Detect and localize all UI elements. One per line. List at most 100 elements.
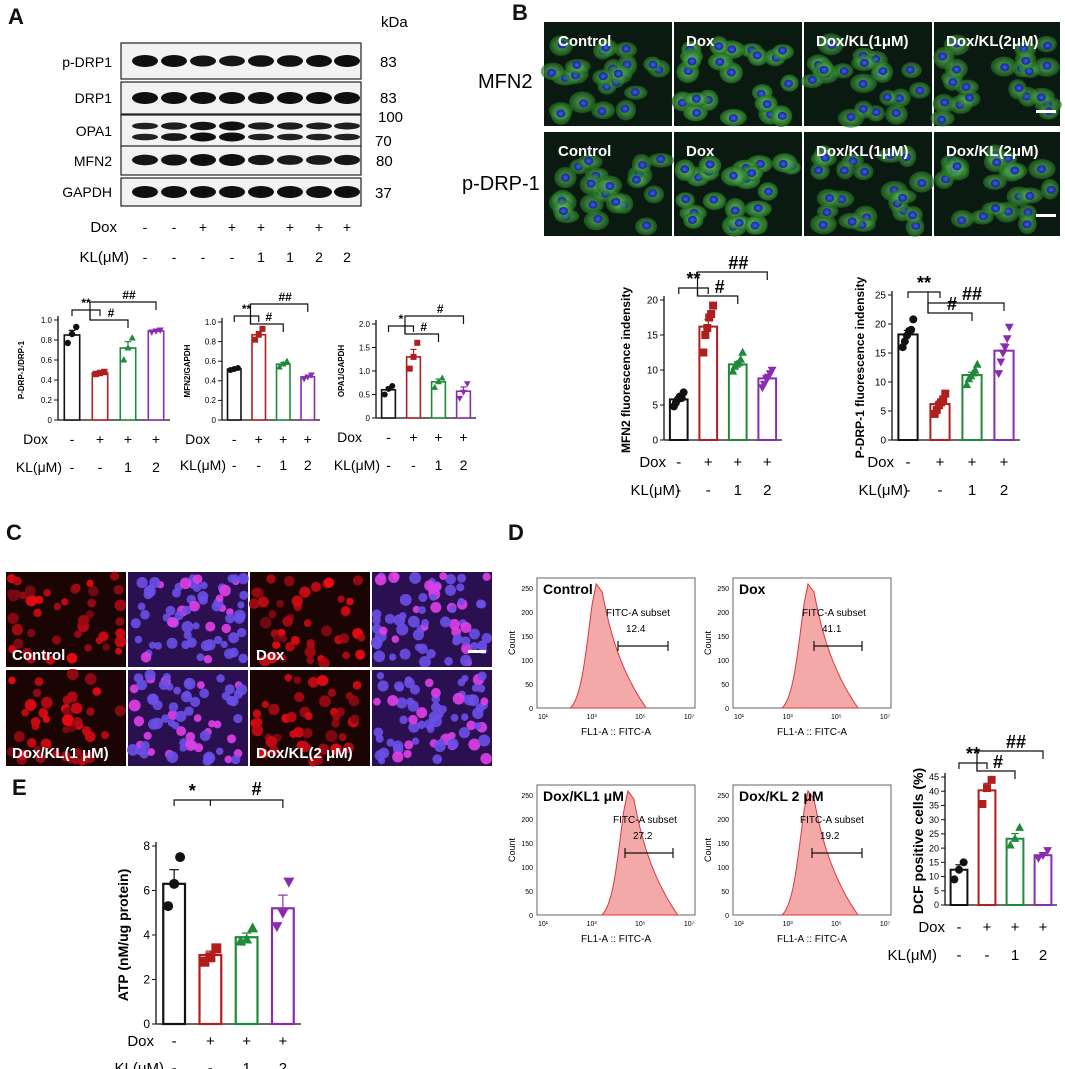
data-point [435,378,442,385]
cell-nucleus [687,215,697,224]
dox-row-value: - [70,431,75,447]
data-point [175,852,186,863]
y-tick-label: 0.8 [41,336,53,345]
stained-cell [273,634,282,643]
stained-cell [115,617,125,627]
data-point [909,315,918,324]
data-point [950,875,959,884]
merged-cell [384,613,396,624]
merged-cell [475,599,485,609]
data-point [381,391,388,398]
data-point [92,370,99,378]
blot-kl-sign: 2 [315,249,323,265]
stained-cell [284,575,295,587]
merged-cell [181,640,191,650]
merged-cell [161,714,170,723]
cell-nucleus [692,108,702,117]
y-tick-label: 20 [929,843,939,853]
x-tick-label: 10⁷ [880,714,891,721]
merged-cell [224,613,235,624]
stained-cell [24,585,36,597]
stained-cell [52,635,62,645]
blot-band [161,133,187,141]
cell-nucleus [730,206,740,215]
merged-cell [200,640,212,652]
cell-nucleus [572,61,582,70]
x-tick-label: 10⁷ [880,921,891,928]
stained-cell [293,676,302,684]
blot-band [219,121,245,131]
merged-cell [173,686,182,695]
blot-band [219,154,245,166]
blot-band [277,92,303,104]
merged-cell [373,697,381,706]
dox-row-value: + [409,429,417,445]
stained-cell [25,652,37,664]
significance-bracket [173,799,211,806]
merged-cell [227,574,236,583]
data-point [1043,847,1053,856]
merged-cell [403,749,412,759]
blot-band [190,186,216,198]
stained-cell [319,695,331,708]
merged-cell [447,738,459,750]
cell-nucleus [1014,84,1024,93]
merged-cell [377,680,389,692]
bar [1033,854,1053,907]
bar [63,334,81,421]
merged-cell [181,620,194,633]
merged-cell [167,719,176,727]
y-tick-label: 200 [717,817,729,824]
y-tick-label: 6 [143,884,150,898]
blot-band [132,154,158,166]
stained-cell [40,738,52,750]
blot-band [132,92,158,104]
stained-cell [13,731,25,743]
dox-row-value: - [172,1033,177,1050]
cell-nucleus [964,93,974,102]
data-point [701,331,710,339]
stained-cell [321,625,333,637]
merged-cell [457,597,465,605]
blot-band [161,186,187,198]
merged-cell [478,734,491,747]
kl-row-label: KL(μM) [180,457,226,473]
gate-value: 12.4 [626,624,646,635]
y-tick-label: 1.0 [205,318,217,327]
stained-cell [84,644,92,652]
merged-cell [430,601,442,613]
stained-cell [253,717,263,727]
stained-cell [294,692,305,703]
merged-cell [231,754,241,765]
merged-cell [194,743,204,753]
data-point [389,383,396,390]
cell-nucleus [630,88,640,97]
merged-cell [472,707,484,720]
merged-cell [181,691,193,703]
data-point [73,323,80,331]
data-point [211,943,222,954]
stained-cell [110,571,120,581]
merged-cell [203,655,213,664]
axis-label-y: Count [507,838,517,863]
y-tick-label: 150 [521,634,533,641]
fluorescence-image: Dox/KL(1μM) [800,22,932,128]
merged-cell [167,709,178,721]
cell-nucleus [952,162,962,171]
stained-cell [332,712,341,722]
y-tick-label: 200 [717,610,729,617]
stained-cell [72,717,83,728]
blot-kl-sign: - [201,249,206,265]
merged-cell [399,593,412,606]
data-point [939,395,948,404]
cell-nucleus [860,167,870,176]
merged-cell [408,721,420,733]
merged-cell [192,574,203,584]
blot-kda-mfn2: 80 [376,153,393,170]
panel-c-microscopy: Control Dox Dox/KL(1 μM) Dox/KL(2 μM) [6,571,494,767]
stained-cell [66,652,78,664]
data-point [259,325,266,332]
data-point [1000,344,1010,352]
